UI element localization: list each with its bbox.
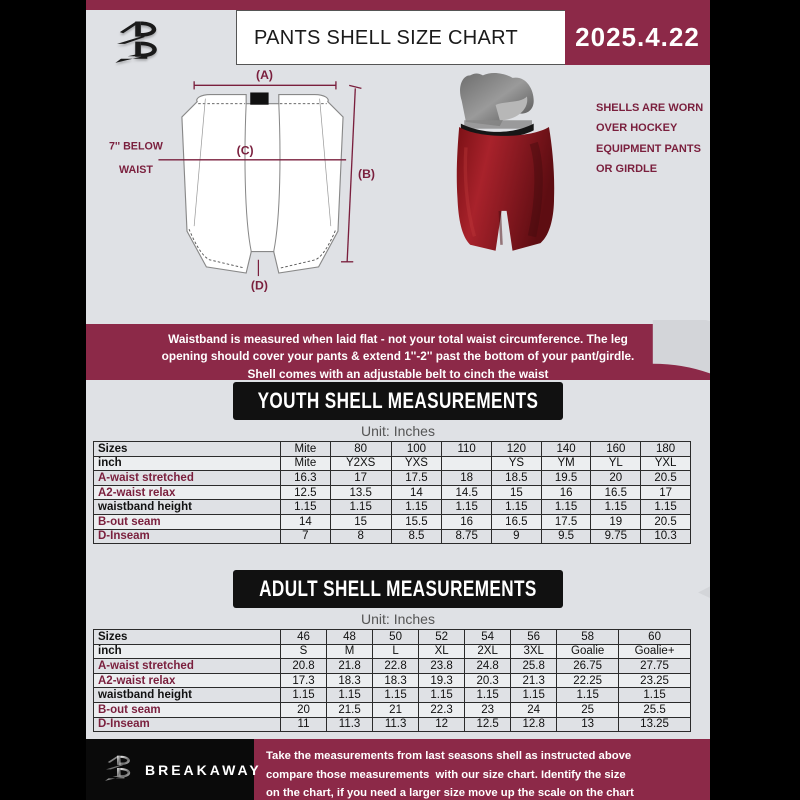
svg-text:7'' BELOW: 7'' BELOW — [109, 141, 164, 153]
svg-text:WAIST: WAIST — [119, 164, 153, 176]
svg-text:(D): (D) — [251, 278, 268, 292]
svg-text:(A): (A) — [256, 68, 273, 82]
svg-text:(C): (C) — [237, 144, 254, 158]
svg-text:(B): (B) — [358, 167, 375, 181]
